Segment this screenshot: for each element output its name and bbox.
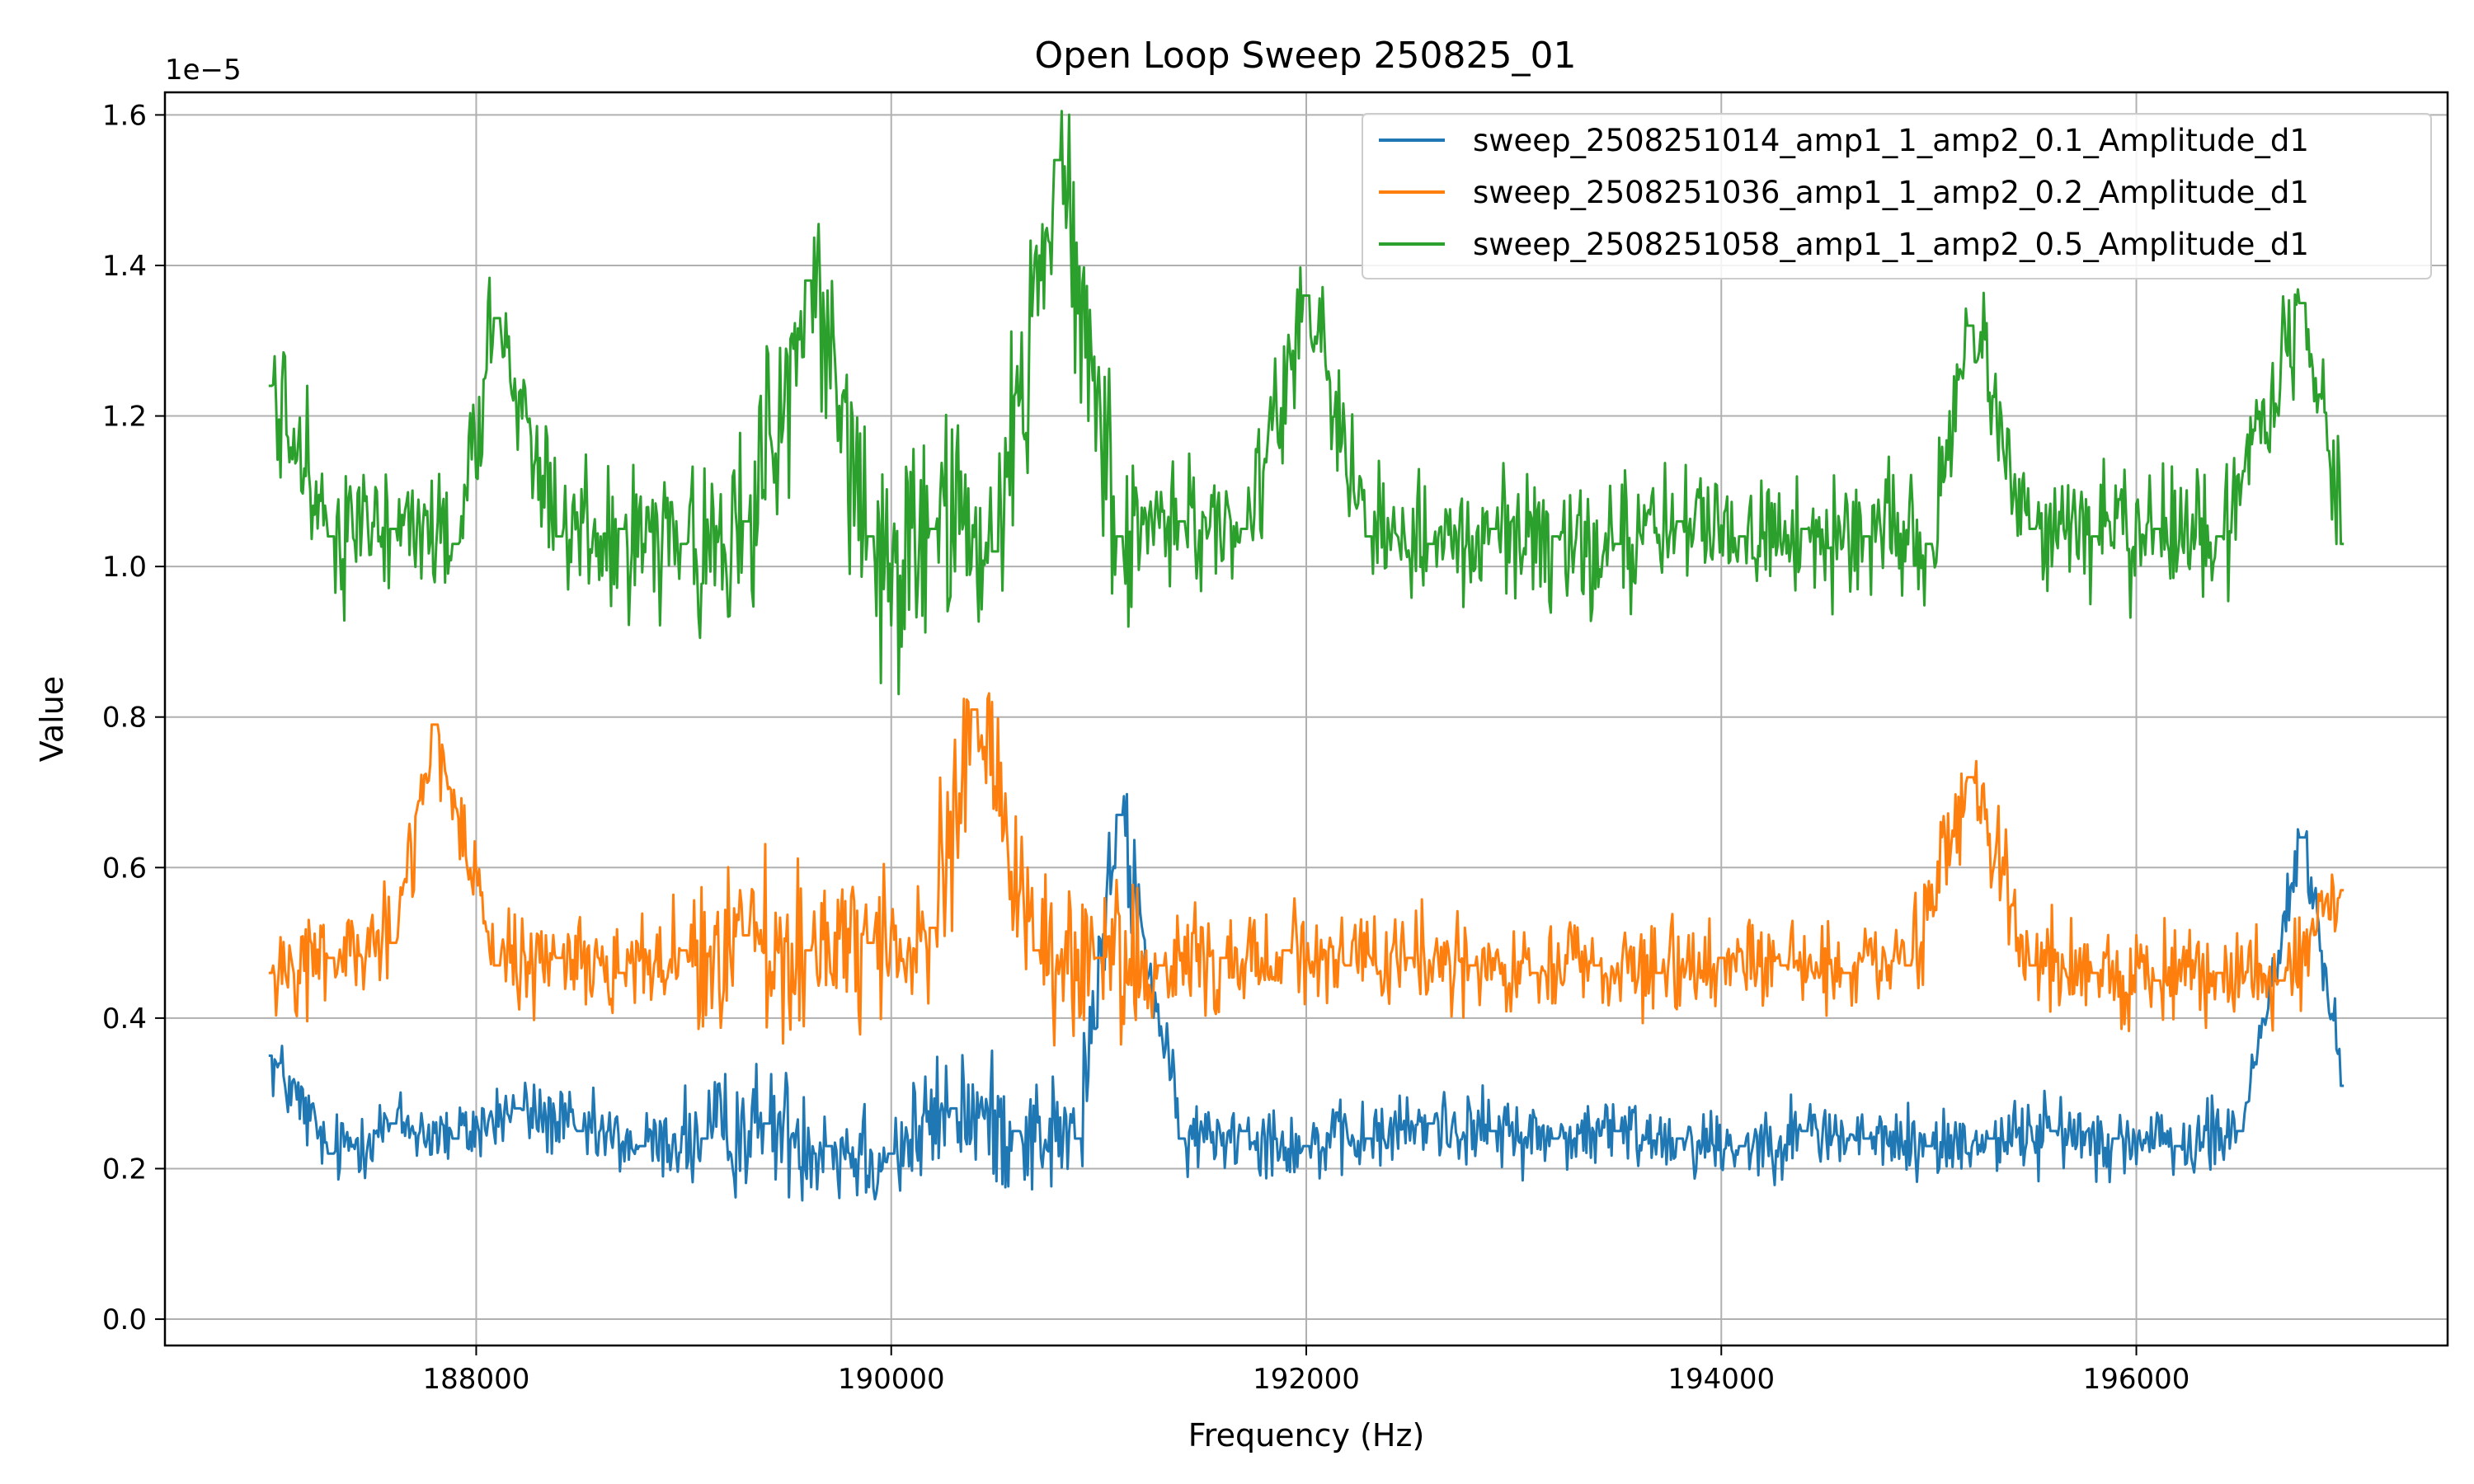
x-tick-label: 194000 <box>1667 1363 1775 1396</box>
chart-title: Open Loop Sweep 250825_01 <box>1035 35 1577 77</box>
y-axis-offset-label: 1e−5 <box>165 54 242 87</box>
x-axis-title: Frequency (Hz) <box>1188 1417 1425 1453</box>
y-tick-label: 0.4 <box>102 1003 147 1036</box>
grid <box>165 92 2448 1345</box>
y-tick-label: 1.2 <box>102 401 147 434</box>
y-axis-title: Value <box>34 676 70 762</box>
legend-entries: sweep_2508251014_amp1_1_amp2_0.1_Amplitu… <box>1379 123 2309 262</box>
y-tick-label: 1.6 <box>102 99 147 132</box>
legend-label-3: sweep_2508251058_amp1_1_amp2_0.5_Amplitu… <box>1473 227 2309 262</box>
y-tick-label: 1.4 <box>102 250 147 283</box>
plot-area: 188000 190000 192000 194000 196000 0.0 0.2 0.4… <box>102 91 2449 1396</box>
y-axis-ticks: 0.0 0.2 0.4 0.6 0.8 1.0 1.2 1.4 1.6 <box>102 99 165 1336</box>
x-axis-ticks: 188000 190000 192000 194000 196000 <box>423 1345 2190 1396</box>
legend: sweep_2508251014_amp1_1_amp2_0.1_Amplitu… <box>1362 113 2432 279</box>
x-tick-label: 192000 <box>1253 1363 1360 1396</box>
y-tick-label: 0.6 <box>102 852 147 885</box>
y-tick-label: 1.0 <box>102 551 147 584</box>
legend-label-1: sweep_2508251014_amp1_1_amp2_0.1_Amplitu… <box>1473 123 2309 158</box>
y-tick-label: 0.2 <box>102 1153 147 1186</box>
y-tick-label: 0.0 <box>102 1303 147 1336</box>
series-line-2 <box>268 692 2345 1047</box>
x-tick-label: 190000 <box>838 1363 945 1396</box>
series-line-1 <box>268 792 2345 1202</box>
series-group <box>268 110 2345 1202</box>
y-tick-label: 0.8 <box>102 702 147 735</box>
x-tick-label: 196000 <box>2083 1363 2190 1396</box>
x-tick-label: 188000 <box>423 1363 530 1396</box>
legend-box <box>1362 113 2432 279</box>
legend-label-2: sweep_2508251036_amp1_1_amp2_0.2_Amplitu… <box>1473 175 2309 210</box>
series-line-3 <box>268 110 2345 696</box>
